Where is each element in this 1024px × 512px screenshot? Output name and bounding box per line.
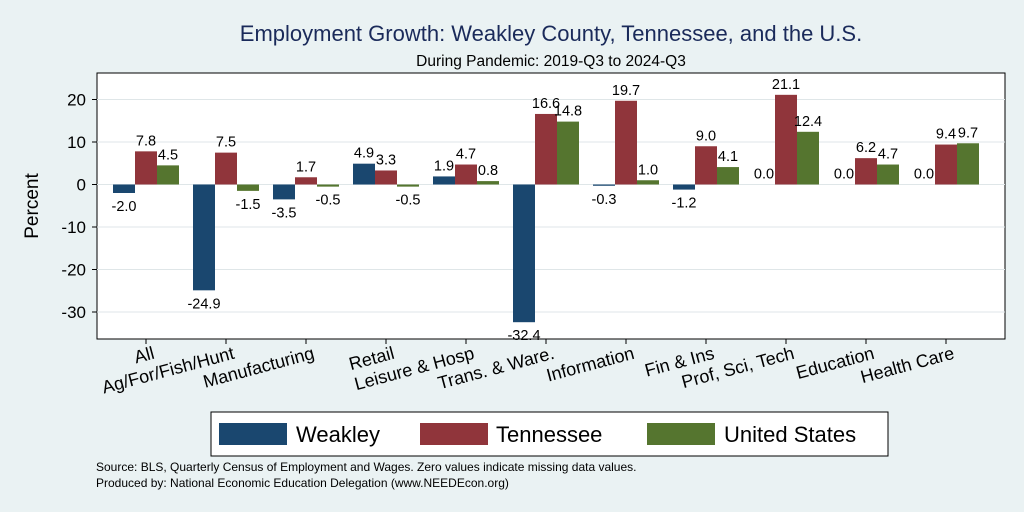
bar-tennessee-ag-for-fish-hunt: [215, 152, 237, 185]
legend-box: [210, 411, 889, 457]
y-axis-label: Percent: [22, 173, 43, 239]
bar-weakley-all: [113, 184, 135, 193]
data-label-united-states-information: 1.0: [638, 162, 658, 178]
data-label-united-states-trans-ware: 14.8: [554, 104, 582, 120]
bar-united-states-all: [157, 165, 179, 185]
data-label-tennessee-manufacturing: 1.7: [296, 159, 316, 175]
data-label-tennessee-prof-sci-tech: 21.1: [772, 77, 800, 93]
x-tick-label-information: Information: [544, 343, 636, 386]
producer-note: Produced by: National Economic Education…: [96, 476, 509, 490]
bar-united-states-information: [637, 180, 659, 185]
bar-united-states-retail: [397, 184, 419, 187]
bar-weakley-fin-ins: [673, 184, 695, 190]
chart-subtitle: During Pandemic: 2019-Q3 to 2024-Q3: [416, 53, 686, 70]
y-tick-label: -10: [61, 218, 86, 237]
x-tick-label-health-care: Health Care: [858, 343, 956, 387]
data-label-united-states-fin-ins: 4.1: [718, 149, 738, 165]
bar-tennessee-information: [615, 100, 637, 185]
bar-weakley-information: [593, 184, 615, 186]
data-label-weakley-information: -0.3: [592, 192, 617, 208]
bar-tennessee-trans-ware: [535, 113, 557, 185]
data-label-weakley-all: -2.0: [112, 199, 137, 215]
data-label-weakley-trans-ware: -32.4: [507, 328, 540, 344]
y-tick-label: 20: [67, 91, 86, 110]
data-label-tennessee-education: 6.2: [856, 140, 876, 156]
data-label-tennessee-retail: 3.3: [376, 152, 396, 168]
bar-united-states-health-care: [957, 143, 979, 185]
bar-united-states-manufacturing: [317, 184, 339, 187]
bar-weakley-trans-ware: [513, 184, 535, 323]
y-tick-label: -20: [61, 261, 86, 280]
bar-tennessee-manufacturing: [295, 177, 317, 185]
bar-united-states-education: [877, 164, 899, 185]
legend: Weakley Tennessee United States: [210, 411, 889, 457]
bar-united-states-prof-sci-tech: [797, 131, 819, 185]
legend-label-tennessee: Tennessee: [496, 422, 602, 447]
data-label-tennessee-health-care: 9.4: [936, 127, 956, 143]
data-label-tennessee-trans-ware: 16.6: [532, 96, 560, 112]
source-note: Source: BLS, Quarterly Census of Employm…: [96, 460, 636, 474]
bar-united-states-fin-ins: [717, 167, 739, 185]
plot-area: [96, 72, 1006, 340]
data-label-united-states-all: 4.5: [158, 147, 178, 163]
bar-weakley-leisure-hosp: [433, 176, 455, 185]
data-label-united-states-ag-for-fish-hunt: -1.5: [236, 197, 261, 213]
data-label-weakley-retail: 4.9: [354, 146, 374, 162]
legend-swatch-tennessee: [420, 423, 488, 445]
bar-tennessee-retail: [375, 170, 397, 185]
legend-swatch-weakley: [219, 423, 287, 445]
bars: [113, 94, 979, 323]
bar-tennessee-health-care: [935, 144, 957, 185]
bar-weakley-manufacturing: [273, 184, 295, 200]
data-label-tennessee-all: 7.8: [136, 133, 156, 149]
bar-weakley-retail: [353, 163, 375, 185]
bar-united-states-ag-for-fish-hunt: [237, 184, 259, 191]
data-label-tennessee-information: 19.7: [612, 83, 640, 99]
y-axis: 20 10 0 -10 -20 -30: [61, 91, 97, 322]
data-label-tennessee-leisure-hosp: 4.7: [456, 147, 476, 163]
bar-tennessee-fin-ins: [695, 146, 717, 185]
bar-tennessee-leisure-hosp: [455, 164, 477, 185]
data-label-united-states-retail: -0.5: [396, 193, 421, 209]
data-label-united-states-prof-sci-tech: 12.4: [794, 114, 822, 130]
bar-united-states-leisure-hosp: [477, 181, 499, 185]
data-label-weakley-education: 0.0: [834, 167, 854, 183]
bar-weakley-ag-for-fish-hunt: [193, 184, 215, 291]
data-label-weakley-health-care: 0.0: [914, 167, 934, 183]
bar-tennessee-prof-sci-tech: [775, 94, 797, 185]
y-tick-label: 0: [77, 176, 86, 195]
data-label-weakley-leisure-hosp: 1.9: [434, 158, 454, 174]
data-label-united-states-health-care: 9.7: [958, 125, 978, 141]
data-label-united-states-leisure-hosp: 0.8: [478, 163, 498, 179]
data-label-weakley-fin-ins: -1.2: [672, 196, 697, 212]
data-label-tennessee-ag-for-fish-hunt: 7.5: [216, 135, 236, 151]
y-tick-label: 10: [67, 133, 86, 152]
legend-label-united-states: United States: [724, 422, 856, 447]
bar-united-states-trans-ware: [557, 121, 579, 185]
legend-label-weakley: Weakley: [296, 422, 380, 447]
y-tick-label: -30: [61, 303, 86, 322]
data-label-weakley-manufacturing: -3.5: [272, 205, 297, 221]
data-label-weakley-prof-sci-tech: 0.0: [754, 167, 774, 183]
data-label-weakley-ag-for-fish-hunt: -24.9: [187, 296, 220, 312]
data-label-tennessee-fin-ins: 9.0: [696, 128, 716, 144]
data-label-united-states-manufacturing: -0.5: [316, 193, 341, 209]
data-label-united-states-education: 4.7: [878, 147, 898, 163]
chart-title: Employment Growth: Weakley County, Tenne…: [240, 21, 862, 46]
data-labels: -2.0 7.84.5 -24.9 7.5 -1.5 -3.5 1.7 -0.5 4.9 3.3 -…: [112, 77, 979, 344]
bar-tennessee-all: [135, 151, 157, 185]
legend-swatch-united-states: [647, 423, 715, 445]
bar-tennessee-education: [855, 158, 877, 185]
